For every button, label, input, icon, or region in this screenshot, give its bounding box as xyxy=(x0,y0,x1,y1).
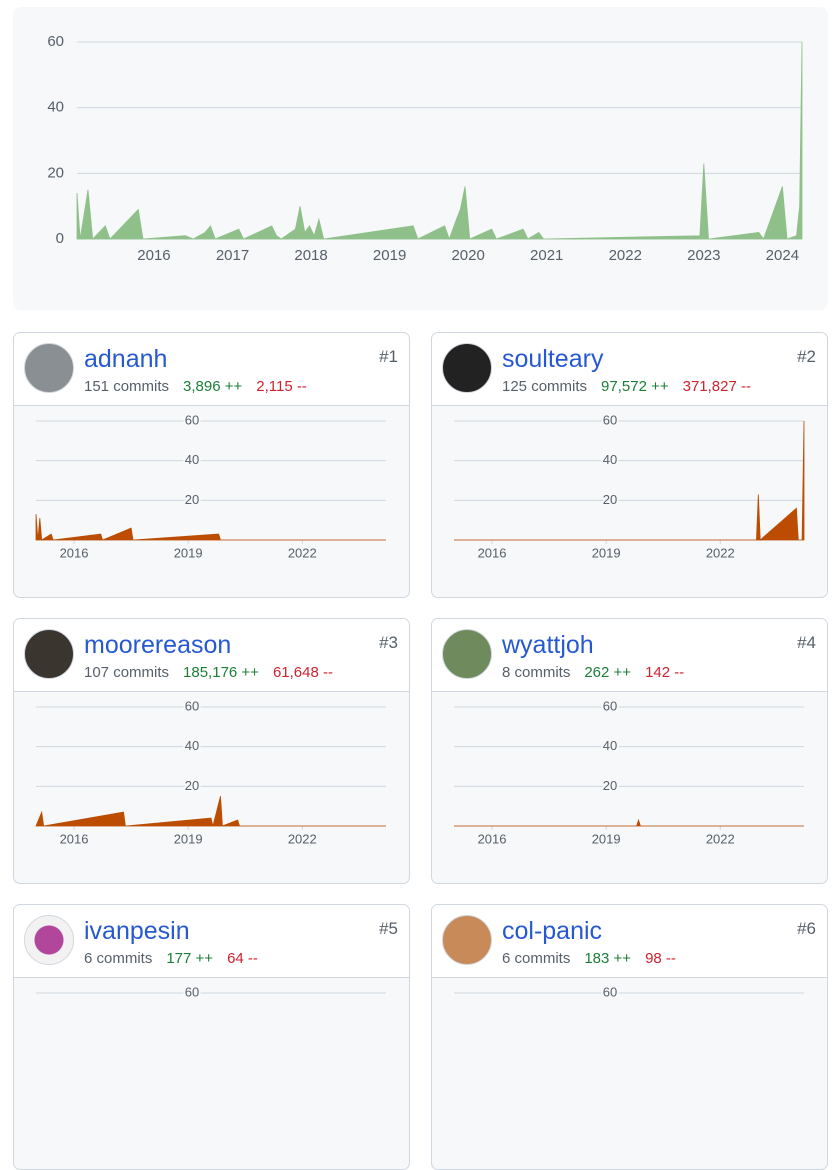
contributor-name[interactable]: ivanpesin xyxy=(84,917,190,945)
stats: 151 commits 3,896 ++ 2,115 -- xyxy=(84,378,307,395)
avatar xyxy=(24,915,74,965)
overview-panel xyxy=(13,7,828,310)
contributor-card: soulteary 125 commits 97,572 ++ 371,827 -- #… xyxy=(431,332,828,598)
rank: #1 xyxy=(379,347,398,366)
deletions: 142 -- xyxy=(645,664,685,681)
additions: 262 ++ xyxy=(584,664,632,681)
rank: #2 xyxy=(797,347,816,366)
commit-count: 6 commits xyxy=(84,950,153,967)
commit-count: 125 commits xyxy=(502,378,588,395)
rank: #6 xyxy=(797,919,816,938)
card-header: moorereason 107 commits 185,176 ++ 61,648 -… xyxy=(14,619,409,692)
card-header: col-panic 6 commits 183 ++ 98 -- #6 xyxy=(432,905,827,978)
card-header: adnanh 151 commits 3,896 ++ 2,115 -- #1 xyxy=(14,333,409,406)
avatar xyxy=(442,343,492,393)
additions: 183 ++ xyxy=(584,950,632,967)
commit-count: 151 commits xyxy=(84,378,170,395)
contributor-card: col-panic 6 commits 183 ++ 98 -- #6 xyxy=(431,904,828,1170)
contributor-name[interactable]: soulteary xyxy=(502,345,604,373)
card-header: ivanpesin 6 commits 177 ++ 64 -- #5 xyxy=(14,905,409,978)
stats: 107 commits 185,176 ++ 61,648 -- xyxy=(84,664,333,681)
deletions: 64 -- xyxy=(227,950,258,967)
commit-count: 107 commits xyxy=(84,664,170,681)
avatar xyxy=(24,629,74,679)
avatar xyxy=(24,343,74,393)
contributor-card: ivanpesin 6 commits 177 ++ 64 -- #5 xyxy=(13,904,410,1170)
contributor-card: wyattjoh 8 commits 262 ++ 142 -- #4 xyxy=(431,618,828,884)
additions: 97,572 ++ xyxy=(601,378,669,395)
deletions: 371,827 -- xyxy=(682,378,751,395)
contributor-card: moorereason 107 commits 185,176 ++ 61,648 -… xyxy=(13,618,410,884)
contributor-name[interactable]: col-panic xyxy=(502,917,603,945)
contributor-name[interactable]: adnanh xyxy=(84,345,168,373)
commit-count: 6 commits xyxy=(502,950,571,967)
deletions: 2,115 -- xyxy=(256,378,307,395)
additions: 185,176 ++ xyxy=(183,664,259,681)
commit-count: 8 commits xyxy=(502,664,571,681)
contributor-card: adnanh 151 commits 3,896 ++ 2,115 -- #1 xyxy=(13,332,410,598)
card-header: soulteary 125 commits 97,572 ++ 371,827 -- #… xyxy=(432,333,827,406)
avatar xyxy=(442,915,492,965)
stats: 6 commits 177 ++ 64 -- xyxy=(84,950,258,967)
contributor-name[interactable]: wyattjoh xyxy=(502,631,594,659)
deletions: 61,648 -- xyxy=(272,664,333,681)
rank: #5 xyxy=(379,919,398,938)
deletions: 98 -- xyxy=(645,950,676,967)
stats: 8 commits 262 ++ 142 -- xyxy=(502,664,684,681)
additions: 3,896 ++ xyxy=(183,378,243,395)
page: {"overview": {"chart_data": {"type": "ar… xyxy=(13,7,828,1170)
stats: 6 commits 183 ++ 98 -- xyxy=(502,950,676,967)
rank: #3 xyxy=(379,633,398,652)
additions: 177 ++ xyxy=(166,950,214,967)
card-header: wyattjoh 8 commits 262 ++ 142 -- #4 xyxy=(432,619,827,692)
stats: 125 commits 97,572 ++ 371,827 -- xyxy=(502,378,751,395)
contributor-name[interactable]: moorereason xyxy=(84,631,232,659)
rank: #4 xyxy=(797,633,816,652)
avatar xyxy=(442,629,492,679)
